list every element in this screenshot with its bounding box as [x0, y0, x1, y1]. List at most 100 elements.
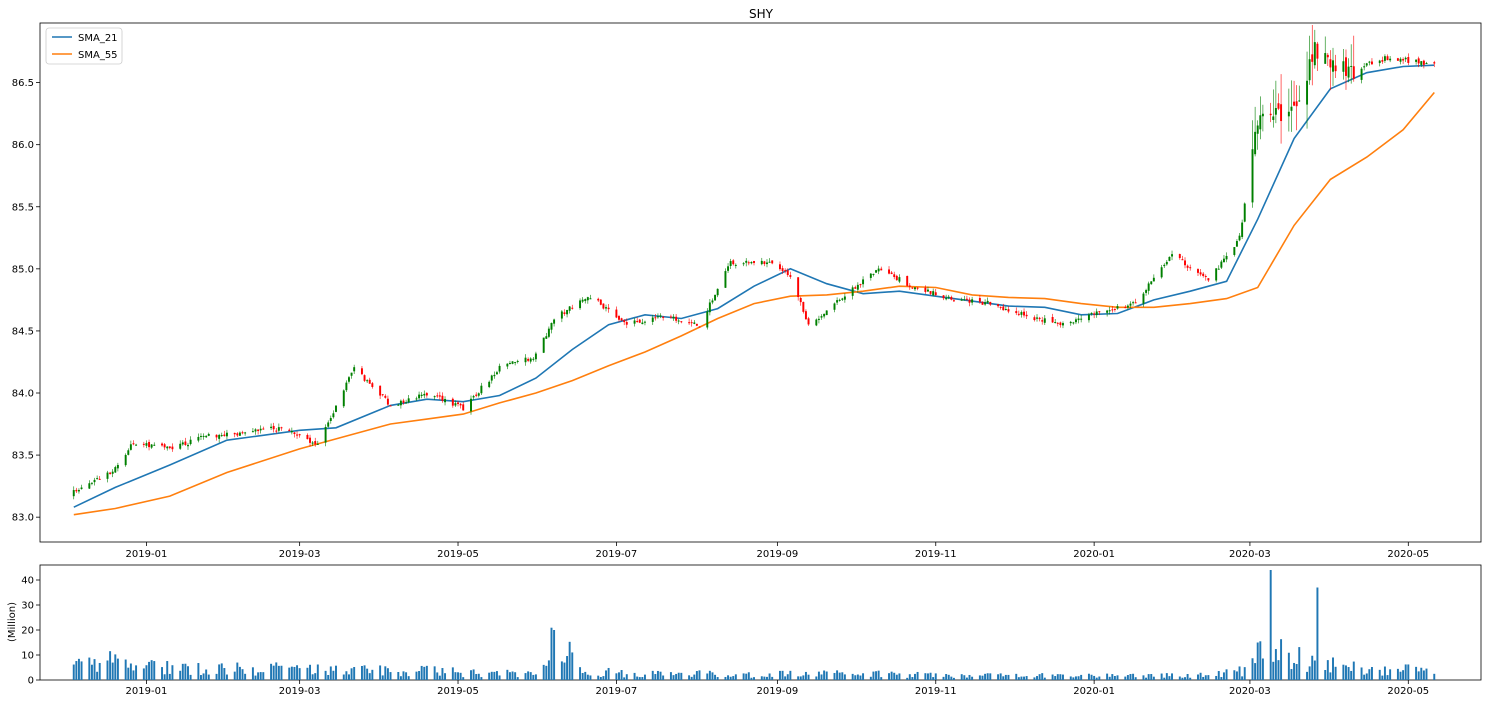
volume-bar — [851, 673, 854, 680]
candle-down — [298, 434, 301, 436]
candle-down — [280, 427, 283, 429]
volume-bar — [1036, 676, 1038, 680]
candle-down — [241, 432, 244, 434]
candlesticks — [72, 24, 1436, 500]
volume-bar — [1272, 661, 1275, 680]
candle-up — [641, 322, 644, 325]
candle-up — [189, 439, 192, 445]
volume-bar — [389, 672, 392, 680]
volume-bar — [457, 672, 459, 680]
volume-bar — [275, 662, 278, 680]
candle-down — [636, 320, 639, 322]
candle-down — [924, 287, 927, 292]
candle-down — [368, 379, 371, 384]
candle-up — [1274, 108, 1277, 115]
candle-down — [132, 443, 135, 445]
volume-bar — [1041, 673, 1044, 680]
candle-up — [498, 365, 501, 372]
candle-down — [1015, 311, 1018, 314]
volume-bar — [560, 661, 563, 680]
volume-bar — [1402, 670, 1405, 680]
candle-up — [1389, 58, 1392, 61]
candle-up — [225, 432, 228, 437]
candle-up — [90, 482, 93, 484]
volume-bar — [184, 663, 187, 680]
candle-up — [1342, 61, 1345, 72]
candle-up — [851, 287, 854, 296]
volume-bar — [599, 676, 602, 680]
volume-bar — [1217, 671, 1220, 680]
volume-bar — [470, 670, 472, 680]
volume-bar — [1145, 677, 1148, 680]
candle-down — [638, 319, 641, 323]
candle-down — [602, 303, 605, 309]
volume-y-label: (Million) — [7, 602, 18, 642]
candle-up — [1168, 256, 1171, 261]
volume-bar — [1025, 676, 1028, 680]
candle-up — [843, 296, 846, 300]
volume-bar — [168, 673, 171, 680]
volume-bar — [329, 666, 332, 680]
candle-down — [999, 306, 1002, 308]
candle-up — [1145, 290, 1148, 293]
candle-up — [960, 299, 963, 301]
candle-up — [1222, 258, 1225, 263]
candle-up — [1241, 222, 1244, 237]
volume-bar — [311, 674, 314, 680]
candle-down — [1386, 56, 1389, 61]
volume-bar — [1399, 671, 1402, 680]
candle-up — [750, 261, 753, 264]
volume-bar — [1207, 675, 1210, 680]
volume-bar — [641, 677, 644, 680]
candle-down — [799, 297, 802, 303]
volume-bar — [124, 659, 127, 680]
volume-bar — [1433, 673, 1436, 680]
candle-up — [93, 479, 96, 483]
candle-up — [345, 382, 348, 391]
candle-down — [296, 434, 299, 436]
candle-down — [262, 428, 265, 430]
volume-bar — [1178, 676, 1181, 680]
volume-bar — [786, 674, 789, 680]
candle-down — [1111, 309, 1114, 311]
volume-bar — [563, 662, 566, 680]
volume-bar — [825, 671, 828, 680]
volume-bar — [332, 670, 335, 680]
volume-bar — [838, 672, 841, 680]
candle-down — [607, 307, 610, 310]
volume-bar — [477, 673, 480, 680]
volume-bar — [498, 675, 501, 680]
candle-up — [1043, 318, 1046, 323]
candle-up — [766, 262, 768, 265]
candle-up — [1287, 111, 1290, 117]
volume-bar — [1168, 676, 1171, 680]
candle-down — [215, 434, 218, 438]
candle-up — [124, 455, 127, 466]
candle-up — [1106, 310, 1109, 313]
volume-bar — [415, 671, 418, 680]
candle-down — [1023, 311, 1026, 316]
volume-bar — [90, 664, 93, 680]
volume-bar — [978, 675, 981, 680]
volume-bar — [542, 664, 545, 680]
candle-up — [672, 316, 675, 319]
candle-down — [1407, 57, 1410, 63]
candle-up — [1165, 261, 1168, 265]
volume-bar — [659, 671, 662, 680]
candle-down — [618, 316, 620, 320]
candle-up — [1108, 310, 1111, 312]
volume-bar — [711, 672, 714, 680]
candle-down — [786, 270, 789, 276]
volume-bar — [360, 665, 363, 680]
volume-bar — [1274, 649, 1277, 680]
candle-down — [797, 277, 800, 298]
candle-down — [934, 292, 937, 296]
candle-down — [807, 318, 810, 325]
candle-down — [1277, 103, 1280, 109]
candle-up — [1368, 61, 1371, 63]
candle-up — [877, 268, 880, 272]
volume-bar — [1360, 667, 1363, 680]
candle-down — [1269, 113, 1272, 116]
candle-up — [823, 313, 826, 317]
sma-lines — [73, 64, 1435, 516]
